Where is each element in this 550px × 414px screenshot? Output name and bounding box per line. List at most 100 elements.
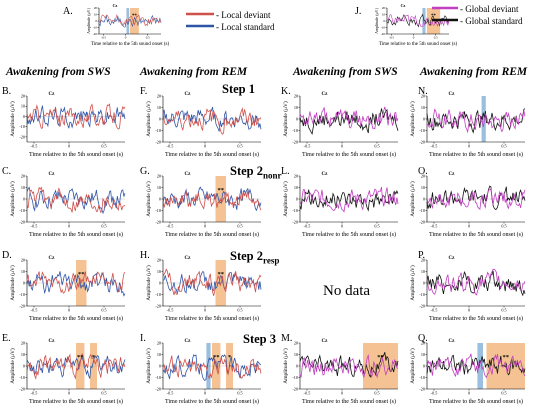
x-axis-label-m: Time relative to the 5th sound onset (s) [302,398,396,405]
sig-label-h-0: ** [218,271,225,278]
y-tick-label-m-2: 0 [296,363,298,368]
y-tick-label-o-3: -10 [419,208,425,213]
channel-label-k: Cz [322,92,329,97]
y-tick-label-a-2: 0 [95,19,97,23]
y-tick-label-d-3: -10 [19,292,25,297]
deviant-trace-h [162,268,262,296]
x-axis-label-n: Time relative to the 5th sound onset (s) [429,151,523,158]
x-axis-label-p: Time relative to the 5th sound onset (s) [429,315,523,322]
panel-letter-m: M. [281,333,292,344]
y-tick-label-h-1: 10 [157,269,161,274]
y-tick-label-k-0: 20 [294,93,298,98]
y-tick-label-e-2: 0 [23,363,25,368]
y-axis-label-i: Amplitude (μV) [145,348,152,384]
heading-sws-global: Awakening from SWS [293,66,398,78]
deviant-trace-b [26,103,126,130]
y-tick-label-k-4: -20 [292,139,298,144]
x-tick-label-a-2: 0.5 [146,36,150,40]
y-tick-label-g-0: 20 [157,173,161,178]
y-tick-label-h-3: -10 [155,292,161,297]
y-axis-label-c: Amplitude (μV) [9,181,16,217]
channel-label-q: Cz [449,339,456,344]
x-tick-label-k-2: 0.5 [374,144,379,149]
y-tick-label-j-4: -20 [381,32,386,36]
x-tick-label-n-1: 0 [468,144,470,149]
standard-trace-m [299,352,399,378]
deviant-trace-g [162,190,262,211]
x-tick-label-f-2: 0.5 [237,144,242,149]
x-tick-label-q-0: -0.5 [431,391,438,396]
x-tick-label-c-2: 0.5 [101,224,106,229]
standard-trace-d [26,271,126,297]
y-tick-label-a-1: 10 [94,13,98,17]
panel-letter-h: H. [140,250,150,261]
channel-label-g: Cz [185,172,192,177]
x-tick-label-q-2: 0.5 [501,391,506,396]
y-tick-label-c-0: 20 [21,173,25,178]
step-2-resp-sub: resp [263,255,280,266]
x-tick-label-j-1: 0 [413,36,415,40]
step-2-prefix: Step 2 [230,164,263,178]
channel-label-a: Cz [113,3,118,8]
deviant-trace-e [26,352,126,380]
x-tick-label-b-2: 0.5 [101,144,106,149]
legend-global-standard-label: - Global standard [460,16,523,26]
panel-letter-o: O. [418,166,428,177]
y-axis-label-l: Amplitude (μV) [282,181,289,217]
x-tick-label-a-1: 0 [125,36,127,40]
x-tick-label-h-1: 0 [204,308,206,313]
y-tick-label-h-4: -20 [155,303,161,308]
y-tick-label-k-3: -10 [292,128,298,133]
standard-trace-q [426,354,526,376]
x-axis-label-h: Time relative to the 5th sound onset (s) [165,315,259,322]
y-tick-label-n-2: 0 [423,116,425,121]
x-tick-label-p-0: -0.5 [431,308,438,313]
y-axis-label-n: Amplitude (μV) [409,101,416,137]
standard-trace-p [426,270,526,297]
x-tick-label-o-1: 0 [468,224,470,229]
y-tick-label-d-4: -20 [19,303,25,308]
y-axis-label-m: Amplitude (μV) [282,348,289,384]
channel-label-o: Cz [449,172,456,177]
standard-trace-i [162,354,262,382]
y-tick-label-n-3: -10 [419,128,425,133]
step-2-resp-label: Step 2resp [230,249,279,266]
sig-label-i-0: ** [213,354,220,361]
y-tick-label-a-4: -20 [93,32,98,36]
y-tick-label-f-3: -10 [155,128,161,133]
x-tick-label-h-2: 0.5 [237,308,242,313]
step-2-nonr-sub: nonr [263,170,282,181]
y-axis-label-j: Amplitude (μV) [374,7,379,33]
y-axis-label-b: Amplitude (μV) [9,101,16,137]
legend-global-deviant-label: - Global deviant [460,4,519,14]
step-2-nonr-label: Step 2nonr [230,164,282,181]
y-axis-label-q: Amplitude (μV) [409,348,416,384]
x-axis-label-c: Time relative to the 5th sound onset (s) [29,231,123,238]
y-tick-label-l-1: 10 [294,185,298,190]
standard-trace-b [26,105,126,129]
panel-letter-n: N. [418,86,428,97]
panel-letter-e: E. [2,333,11,344]
y-tick-label-f-0: 20 [157,93,161,98]
panel-letter-p: P. [418,250,425,261]
x-tick-label-o-0: -0.5 [431,224,438,229]
x-tick-label-n-2: 0.5 [501,144,506,149]
x-axis-label-f: Time relative to the 5th sound onset (s) [165,151,259,158]
heading-rem-local: Awakening from REM [140,66,248,78]
deviant-trace-n [426,108,526,134]
panel-letter-l: L. [281,166,290,177]
step-2-prefix-resp: Step 2 [230,249,263,263]
x-tick-label-m-1: 0 [341,391,343,396]
x-tick-label-i-2: 0.5 [237,391,242,396]
channel-label-b: Cz [49,92,56,97]
channel-label-e: Cz [49,339,56,344]
x-tick-label-m-2: 0.5 [374,391,379,396]
x-tick-label-f-0: -0.5 [167,144,174,149]
x-tick-label-d-2: 0.5 [101,308,106,313]
deviant-trace-a [98,13,162,27]
y-tick-label-b-1: 10 [21,104,25,109]
x-axis-label-l: Time relative to the 5th sound onset (s) [302,231,396,238]
y-tick-label-q-1: 10 [421,352,425,357]
deviant-trace-q [426,353,526,379]
